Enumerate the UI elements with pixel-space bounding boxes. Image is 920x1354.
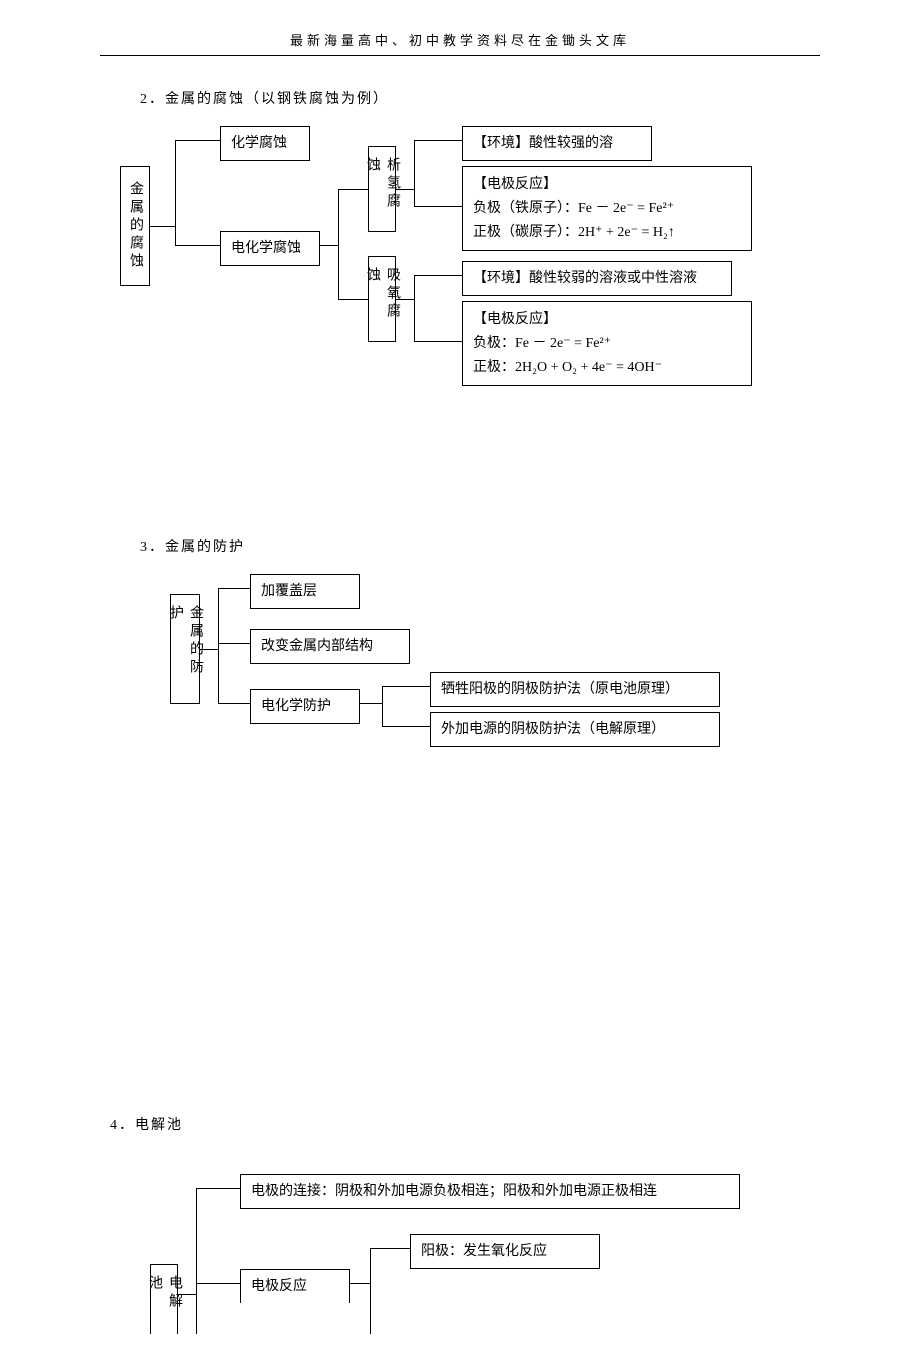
node-env-acid-strong: 【环境】酸性较强的溶 (462, 126, 652, 161)
node-electrolysis-root: 电解池 (150, 1264, 178, 1334)
page-header: 最新海量高中、初中教学资料尽在金锄头文库 (100, 30, 820, 56)
node-reaction-hydrogen: 【电极反应】 负极（铁原子）：Fe － 2e⁻ = Fe²⁺ 正极（碳原子）：2… (462, 166, 752, 251)
react1-pos: 正极（碳原子）：2H⁺ + 2e⁻ = H₂↑ (473, 221, 741, 245)
node-coating: 加覆盖层 (250, 574, 360, 609)
react1-neg: 负极（铁原子）：Fe － 2e⁻ = Fe²⁺ (473, 197, 741, 221)
node-electrochem-protect: 电化学防护 (250, 689, 360, 724)
react2-neg: 负极：Fe － 2e⁻ = Fe²⁺ (473, 332, 741, 356)
section-4-title: 4．电解池 (110, 1114, 820, 1134)
node-corrosion-root: 金属的腐蚀 (120, 166, 150, 286)
node-reaction-oxygen: 【电极反应】 负极：Fe － 2e⁻ = Fe²⁺ 正极：2H₂O + O₂ +… (462, 301, 752, 386)
diagram-electrolysis: 电解池 电极的连接：阴极和外加电源负极相连；阳极和外加电源正极相连 电极反应 阳… (120, 1174, 820, 1334)
node-protection-root: 金属的防护 (170, 594, 200, 704)
node-electrode-connection: 电极的连接：阴极和外加电源负极相连；阳极和外加电源正极相连 (240, 1174, 740, 1209)
node-electrode-reaction: 电极反应 (240, 1269, 350, 1303)
diagram-corrosion: 金属的腐蚀 化学腐蚀 电化学腐蚀 析氢腐蚀 吸氧腐蚀 【环境】酸性较强的溶 【电… (120, 126, 820, 426)
node-anode-oxidation: 阳极：发生氧化反应 (410, 1234, 600, 1269)
node-change-structure: 改变金属内部结构 (250, 629, 410, 664)
section-2-title: 2．金属的腐蚀（以钢铁腐蚀为例） (140, 88, 820, 108)
node-external-power: 外加电源的阴极防护法（电解原理） (430, 712, 720, 747)
node-hydrogen-evo: 析氢腐蚀 (368, 146, 396, 232)
section-3-title: 3．金属的防护 (140, 536, 820, 556)
node-env-acid-weak: 【环境】酸性较弱的溶液或中性溶液 (462, 261, 732, 296)
node-chemical-corrosion: 化学腐蚀 (220, 126, 310, 161)
react2-pos: 正极：2H₂O + O₂ + 4e⁻ = 4OH⁻ (473, 356, 741, 380)
diagram-protection: 金属的防护 加覆盖层 改变金属内部结构 电化学防护 牺牲阳极的阴极防护法（原电池… (120, 574, 820, 774)
node-electrochemical-corrosion: 电化学腐蚀 (220, 231, 320, 266)
react1-label: 【电极反应】 (473, 173, 741, 197)
node-sacrificial-anode: 牺牲阳极的阴极防护法（原电池原理） (430, 672, 720, 707)
react2-label: 【电极反应】 (473, 308, 741, 332)
node-oxygen-absorb: 吸氧腐蚀 (368, 256, 396, 342)
